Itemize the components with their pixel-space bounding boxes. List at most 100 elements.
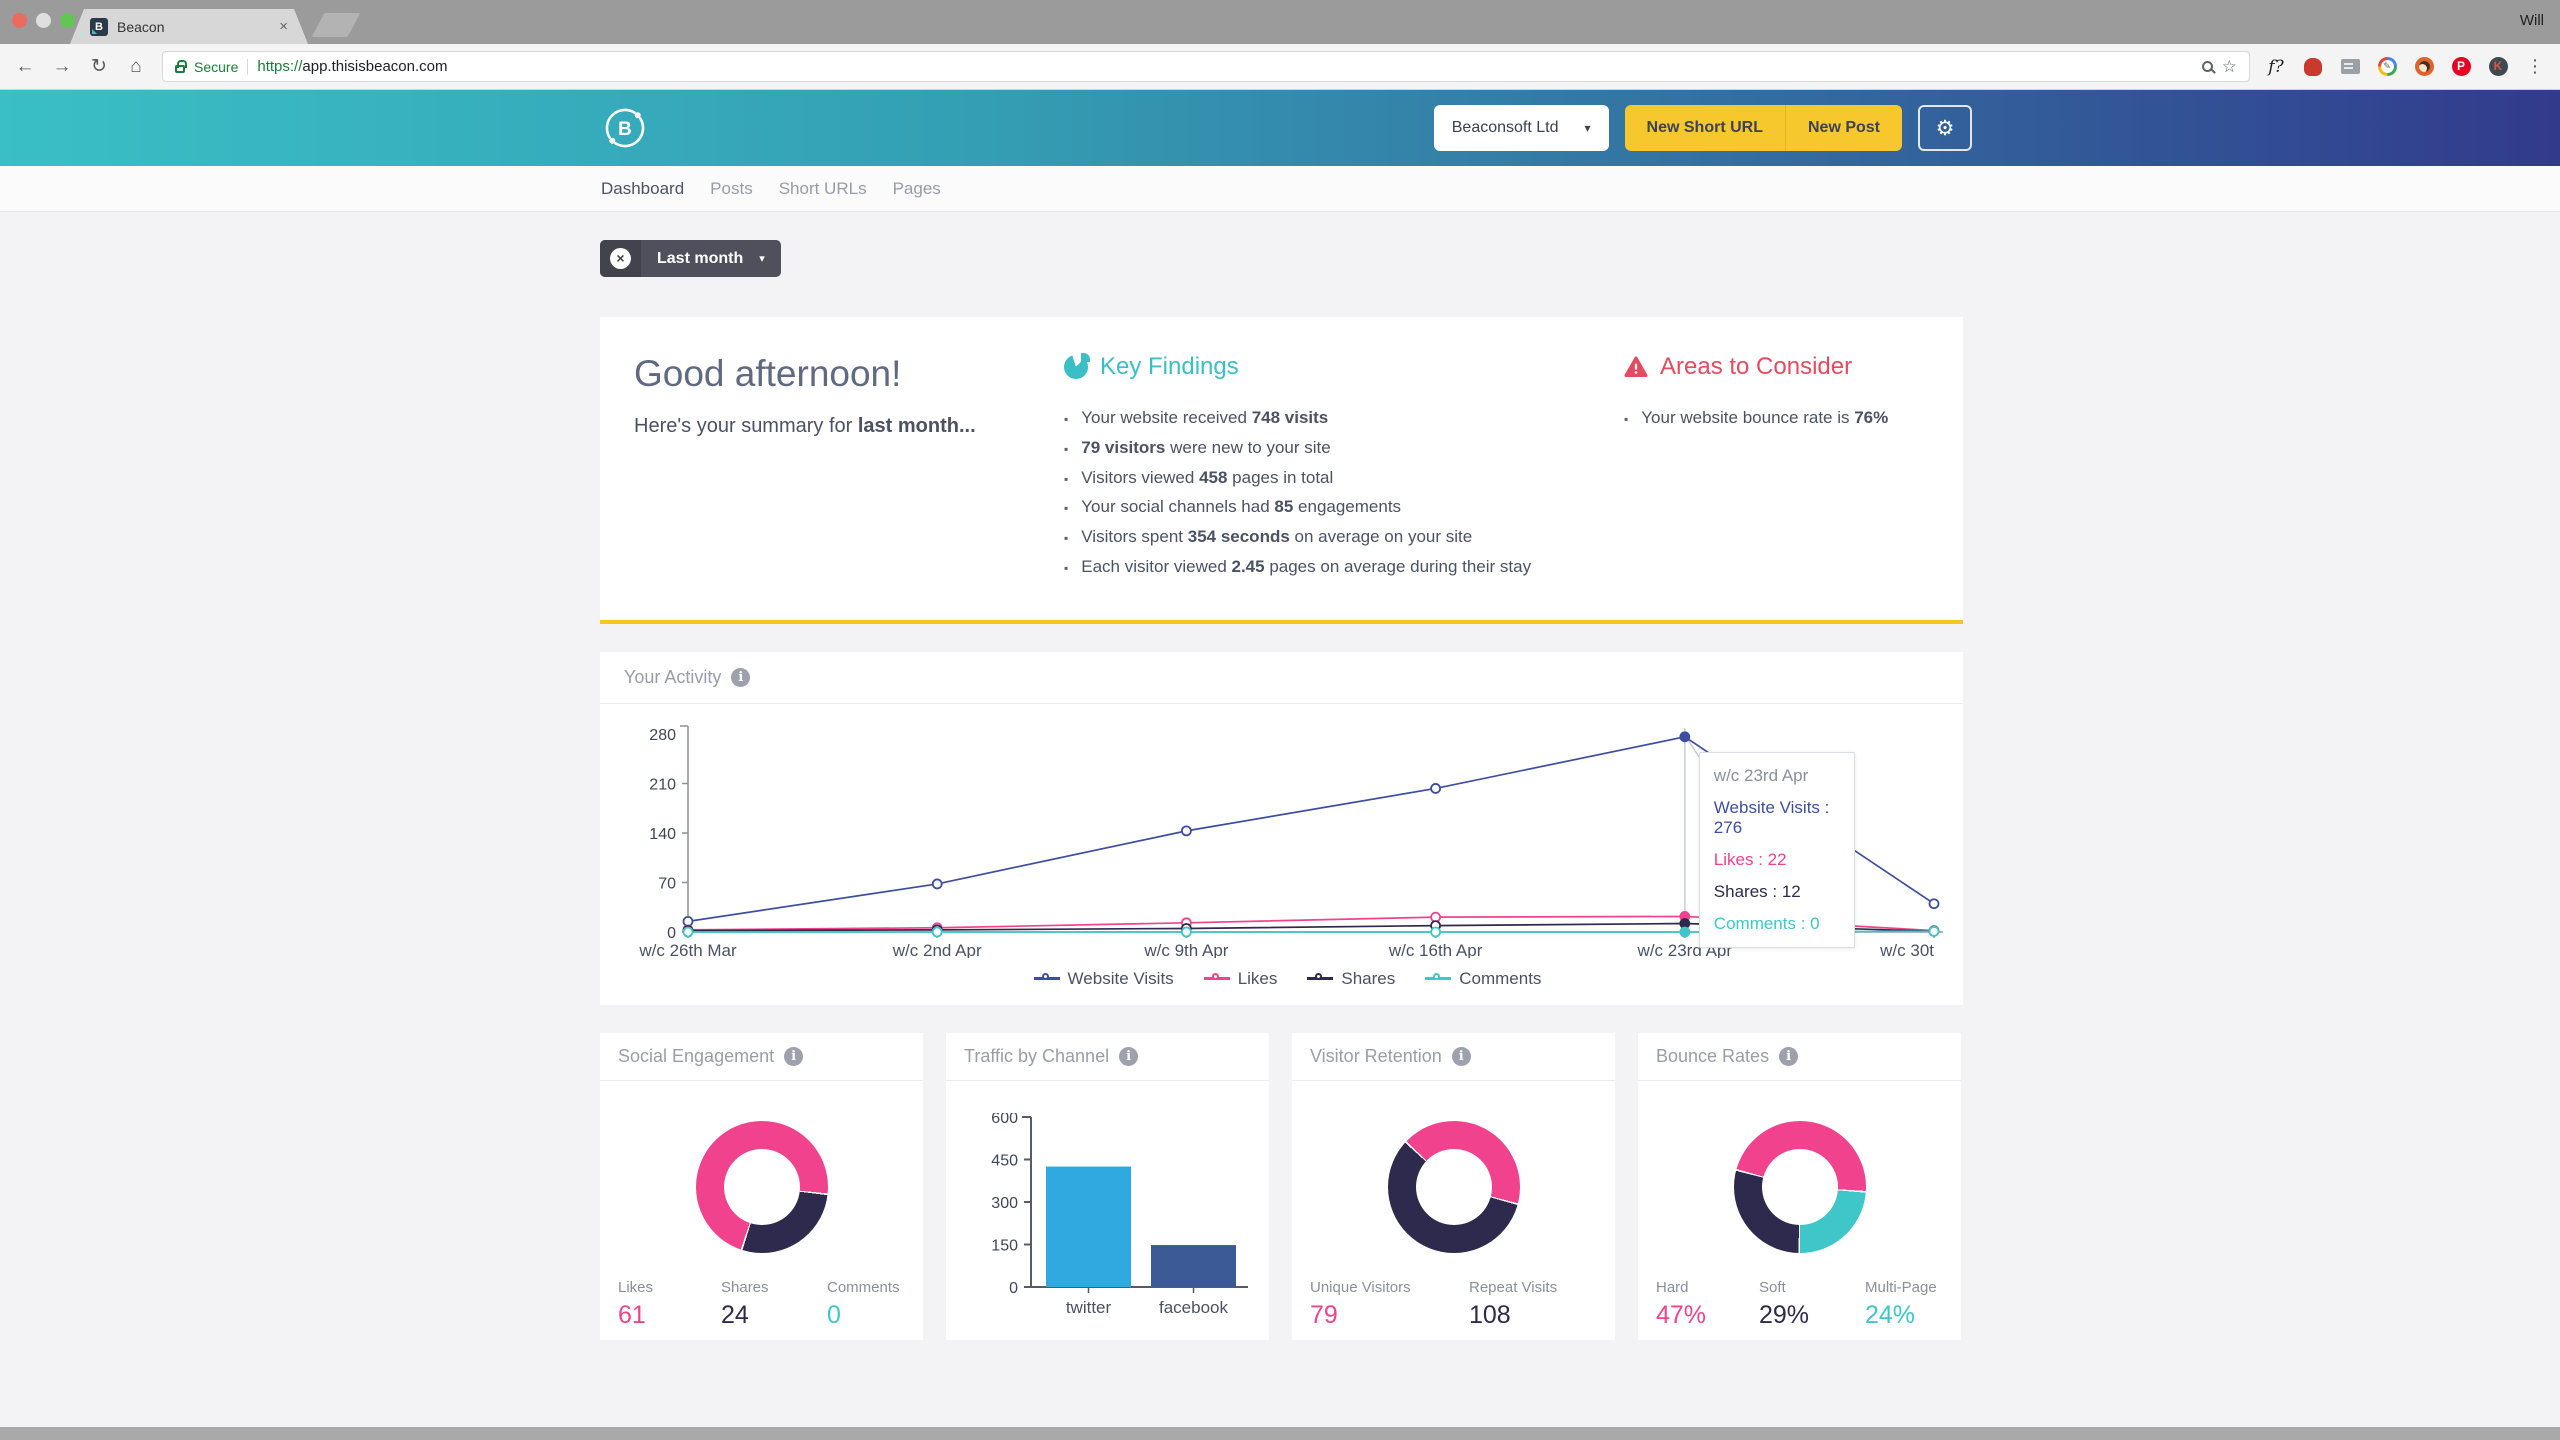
browser-titlebar: B Beacon × Will [0,0,2560,44]
finding-item: Visitors viewed 458 pages in total [1064,463,1624,493]
chip-clear-section[interactable]: × [600,240,641,277]
url-host: app.thisisbeacon.com [302,58,448,75]
warning-icon [1624,356,1648,377]
google-pencil-extension-icon[interactable] [2376,56,2398,78]
info-icon[interactable]: i [1779,1046,1799,1066]
card-title: Visitor Retention [1310,1045,1442,1066]
chevron-down-icon: ▾ [1584,121,1591,135]
date-filter-chip[interactable]: × Last month ▾ [600,240,781,277]
svg-text:70: 70 [658,875,676,892]
svg-text:0: 0 [667,925,676,942]
filter-label: Last month [657,249,744,267]
svg-text:w/c 2nd Apr: w/c 2nd Apr [892,941,982,958]
minimize-window-button[interactable] [36,13,51,28]
secure-badge: Secure [194,58,239,75]
visitor-retention-card: Visitor Retention i Unique Visitors 79 Rep… [1292,1032,1615,1340]
key-findings-list: Your website received 748 visits79 visit… [1064,403,1624,582]
stat-shares: Shares 24 [721,1278,769,1329]
adblock-hand-extension-icon[interactable] [2302,56,2324,78]
browser-tab[interactable]: B Beacon × [70,9,308,44]
legend-item-comments[interactable]: Comments [1425,969,1541,989]
k-extension-icon[interactable]: K [2487,56,2509,78]
svg-text:450: 450 [991,1152,1018,1169]
legend-item-website-visits[interactable]: Website Visits [1033,969,1174,989]
card-title: Bounce Rates [1656,1045,1770,1066]
nav-items: Dashboard Posts Short URLs Pages [601,179,941,199]
info-icon[interactable]: i [1451,1046,1471,1066]
info-icon[interactable]: i [1119,1046,1139,1066]
url-text: https://app.thisisbeacon.com [257,58,2192,75]
finding-item: Each visitor viewed 2.45 pages on averag… [1064,552,1624,582]
stat-multi-page: Multi-Page 24% [1865,1278,1937,1329]
svg-text:300: 300 [991,1195,1018,1212]
svg-text:twitter: twitter [1066,1298,1112,1317]
areas-to-consider-list: Your website bounce rate is 76% [1624,403,1929,433]
info-icon[interactable]: i [784,1046,804,1066]
settings-button[interactable]: ⚙ [1918,105,1972,151]
tooltip-entry: Website Visits : 276 [1713,797,1830,837]
favicon: B [90,18,108,36]
tooltip-entry: Shares : 12 [1713,881,1801,901]
nav-item-pages[interactable]: Pages [892,178,941,198]
reading-list-extension-icon[interactable] [2339,56,2361,78]
svg-text:w/c 9th Apr: w/c 9th Apr [1143,941,1228,958]
finding-item: 79 visitors were new to your site [1064,433,1624,463]
consider-item: Your website bounce rate is 76% [1624,403,1929,433]
new-short-url-button[interactable]: New Short URL [1624,105,1785,151]
window-controls [12,13,75,28]
zoom-window-button[interactable] [60,13,75,28]
activity-title: Your Activity [624,666,722,687]
legend-item-likes[interactable]: Likes [1203,969,1277,989]
nav-item-dashboard[interactable]: Dashboard [601,178,685,198]
retention-stats: Unique Visitors 79 Repeat Visits 108 [1292,1279,1615,1330]
bookmark-star-icon[interactable]: ☆ [2221,56,2237,76]
eye-extension-icon[interactable] [2413,56,2435,78]
svg-text:140: 140 [649,826,676,843]
stat-likes: Likes 61 [618,1278,654,1329]
social-engagement-donut [695,1120,828,1253]
bounce-rates-donut [1733,1120,1866,1253]
finding-item: Your social channels had 85 engagements [1064,492,1624,522]
finding-item: Visitors spent 354 seconds on average on… [1064,522,1624,552]
forward-icon[interactable]: → [52,55,72,77]
close-window-button[interactable] [12,13,27,28]
page-content: × Last month ▾ Good afternoon! Here's yo… [0,212,1963,1340]
info-icon[interactable]: i [731,667,751,687]
activity-card: Your Activity i 0 70 140 210 280 w/c 26th Mar… [600,651,1963,1005]
svg-text:w/c 16th Apr: w/c 16th Apr [1388,941,1483,958]
bounce-rates-card: Bounce Rates i Hard 47% Soft 29% Multi-Page 2… [1638,1032,1961,1340]
address-divider [247,58,249,75]
organisation-selector[interactable]: Beaconsoft Ltd ▾ [1433,105,1609,151]
svg-text:150: 150 [991,1237,1018,1254]
key-findings-title: Key Findings [1064,353,1624,381]
tab-close-icon[interactable]: × [279,18,288,35]
browser-menu-icon[interactable]: ⋮ [2526,56,2544,76]
summary-card: Good afternoon! Here's your summary for … [600,317,1963,624]
back-icon[interactable]: ← [15,55,35,77]
activity-line-chart: 0 70 140 210 280 w/c 26th Mar w/c 2nd Apr w/c 9… [638,724,1943,960]
svg-text:w/c 30t: w/c 30t [1879,941,1934,958]
pinterest-extension-icon[interactable]: P [2450,56,2472,78]
svg-text:w/c 26th Mar: w/c 26th Mar [638,941,737,958]
activity-chart-area: 0 70 140 210 280 w/c 26th Mar w/c 2nd Apr w/c 9… [600,704,1963,1005]
new-post-button[interactable]: New Post [1784,105,1902,151]
os-user-label: Will [2519,12,2544,29]
organisation-name: Beaconsoft Ltd [1451,119,1559,136]
font-extension-icon[interactable]: f? [2268,56,2284,77]
nav-item-posts[interactable]: Posts [710,178,753,198]
address-bar[interactable]: Secure https://app.thisisbeacon.com ☆ [162,51,2250,82]
zoom-page-icon[interactable] [2201,61,2213,72]
chart-legend: Website Visits Likes Shares Comments [626,963,1949,1005]
stat-hard: Hard 47% [1656,1278,1707,1329]
browser-toolbar: ← → ↻ ⌂ Secure https://app.thisisbeacon.… [0,44,2560,90]
beacon-logo[interactable]: B [601,104,649,152]
reload-icon[interactable]: ↻ [91,56,107,77]
home-icon[interactable]: ⌂ [130,55,142,77]
summary-subtitle: Here's your summary for last month... [634,415,976,437]
tooltip-entry: Comments : 0 [1713,913,1820,933]
clear-filter-icon[interactable]: × [610,248,631,269]
svg-text:0: 0 [1009,1280,1018,1297]
nav-item-short-urls[interactable]: Short URLs [778,178,867,198]
new-tab-button[interactable] [311,13,361,37]
legend-item-shares[interactable]: Shares [1307,969,1395,989]
